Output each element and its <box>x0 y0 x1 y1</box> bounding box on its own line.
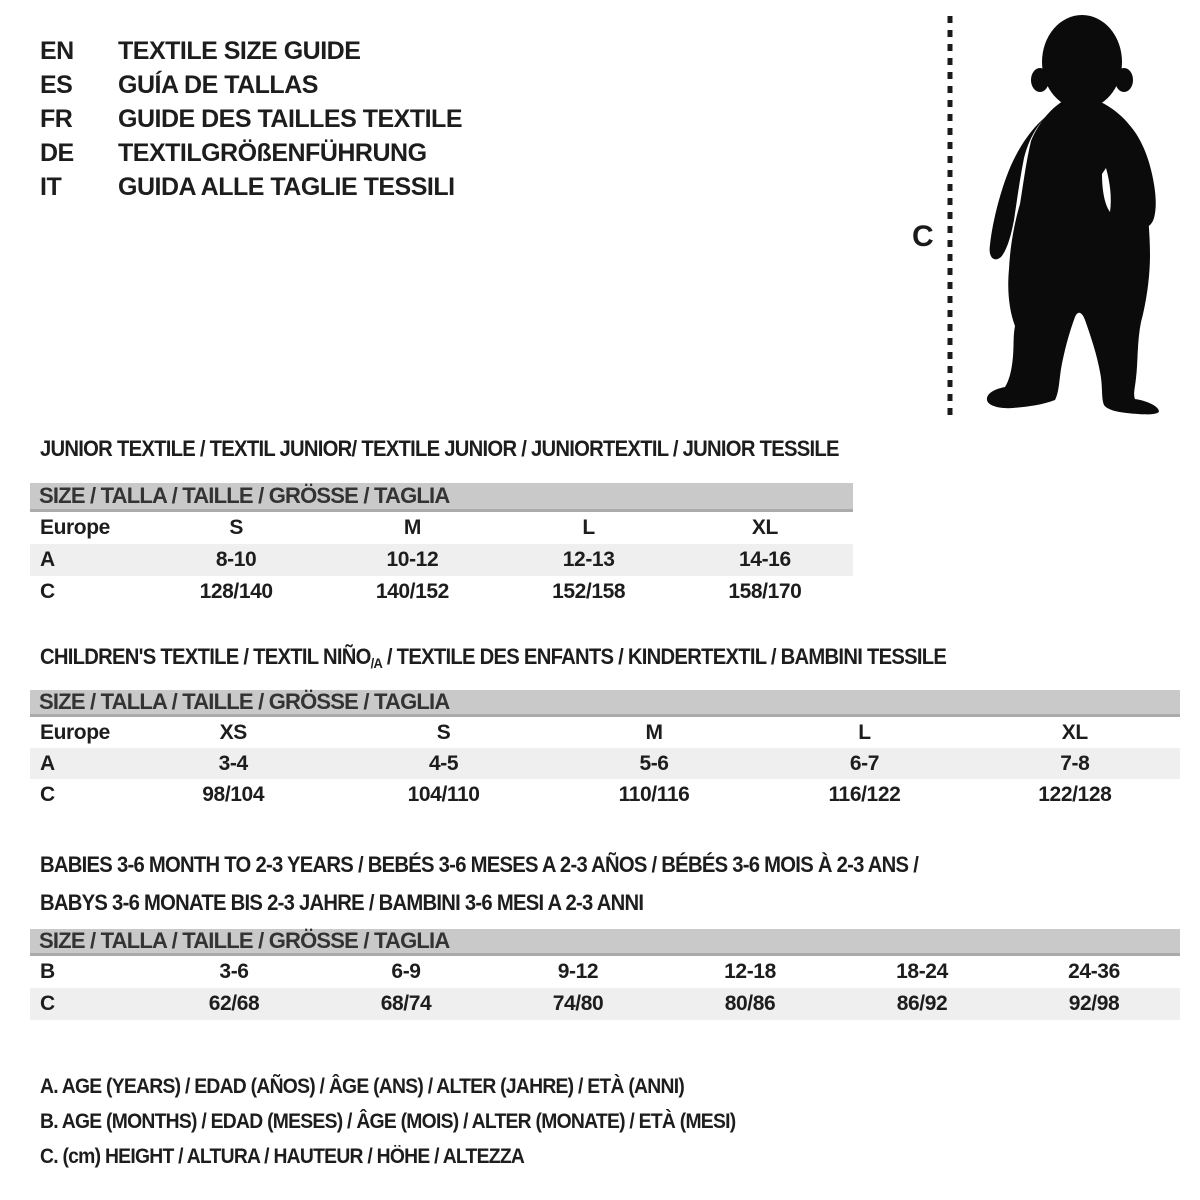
row-label: C <box>40 580 55 603</box>
row-label: B <box>40 960 55 983</box>
children-title-part2: / TEXTILE DES ENFANTS / KINDERTEXTIL / B… <box>382 644 947 669</box>
toddler-figure: C <box>890 0 1190 430</box>
language-row: EN TEXTILE SIZE GUIDE <box>40 34 462 68</box>
table-row: C 98/104 104/110 110/116 116/122 122/128 <box>30 779 1180 810</box>
junior-size-table: SIZE / TALLA / TAILLE / GRÖSSE / TAGLIA … <box>30 483 853 608</box>
language-row: DE TEXTILGRÖßENFÜHRUNG <box>40 136 462 170</box>
children-title-part1: CHILDREN'S TEXTILE / TEXTIL NIÑO <box>40 644 371 669</box>
size-cell: XL <box>751 516 778 539</box>
size-cell: 10-12 <box>386 548 439 571</box>
table-row: A 3-4 4-5 5-6 6-7 7-8 <box>30 748 1180 779</box>
size-cell: XL <box>1061 720 1088 744</box>
size-cell: M <box>403 516 421 539</box>
size-header-band: SIZE / TALLA / TAILLE / GRÖSSE / TAGLIA <box>30 689 1180 717</box>
size-cell: 6-7 <box>849 751 880 775</box>
size-cell: 122/128 <box>1038 782 1112 806</box>
table-row: B 3-6 6-9 9-12 12-18 18-24 24-36 <box>30 956 1180 988</box>
size-cell: 6-9 <box>391 960 421 983</box>
legend-line-c: C. (cm) HEIGHT / ALTURA / HAUTEUR / HÖHE… <box>40 1144 525 1168</box>
size-cell: 158/170 <box>728 580 802 603</box>
language-code: EN <box>40 36 74 65</box>
size-header-band: SIZE / TALLA / TAILLE / GRÖSSE / TAGLIA <box>30 928 1180 956</box>
row-label: Europe <box>40 720 110 744</box>
size-cell: 8-10 <box>215 548 257 571</box>
size-cell: 3-6 <box>219 960 249 983</box>
size-cell: 92/98 <box>1068 992 1120 1015</box>
size-cell: 116/122 <box>828 782 901 806</box>
table-row: C 62/68 68/74 74/80 80/86 86/92 92/98 <box>30 988 1180 1020</box>
table-row: A 8-10 10-12 12-13 14-16 <box>30 544 853 576</box>
size-cell: L <box>582 516 595 539</box>
size-header-band: SIZE / TALLA / TAILLE / GRÖSSE / TAGLIA <box>30 483 853 512</box>
children-size-table: SIZE / TALLA / TAILLE / GRÖSSE / TAGLIA … <box>30 689 1180 810</box>
language-code: ES <box>40 70 73 99</box>
row-label: C <box>40 992 55 1015</box>
size-cell: 14-16 <box>739 548 791 571</box>
size-cell: 74/80 <box>552 992 604 1015</box>
babies-size-table: SIZE / TALLA / TAILLE / GRÖSSE / TAGLIA … <box>30 928 1180 1020</box>
legend-line-a: A. AGE (YEARS) / EDAD (AÑOS) / ÂGE (ANS)… <box>40 1074 685 1098</box>
size-cell: 5-6 <box>639 751 669 775</box>
toddler-silhouette-svg: C <box>912 15 1159 418</box>
language-row: FR GUIDE DES TAILLES TEXTILE <box>40 102 463 136</box>
language-label: GUÍA DE TALLAS <box>118 70 318 99</box>
size-cell: 86/92 <box>896 992 948 1015</box>
size-cell: S <box>436 720 451 744</box>
language-label: TEXTILGRÖßENFÜHRUNG <box>118 138 427 167</box>
size-cell: 24-36 <box>1068 960 1120 983</box>
row-label: A <box>40 548 55 571</box>
size-cell: 128/140 <box>199 580 274 603</box>
row-label: Europe <box>40 516 110 539</box>
babies-title-line1: BABIES 3-6 MONTH TO 2-3 YEARS / BEBÉS 3-… <box>40 852 919 877</box>
size-cell: 104/110 <box>407 782 480 806</box>
language-title-list: EN TEXTILE SIZE GUIDE ES GUÍA DE TALLAS … <box>40 34 463 204</box>
legend: A. AGE (YEARS) / EDAD (AÑOS) / ÂGE (ANS)… <box>40 1069 796 1174</box>
language-code: IT <box>40 172 62 201</box>
size-cell: 62/68 <box>208 992 260 1015</box>
babies-title-line2: BABYS 3-6 MONATE BIS 2-3 JAHRE / BAMBINI… <box>40 890 644 915</box>
legend-line-b: B. AGE (MONTHS) / EDAD (MESES) / ÂGE (MO… <box>40 1109 736 1133</box>
size-cell: 12-13 <box>562 548 615 571</box>
size-cell: 152/158 <box>552 580 626 603</box>
babies-section-title: BABIES 3-6 MONTH TO 2-3 YEARS / BEBÉS 3-… <box>40 846 994 922</box>
table-row: Europe S M L XL <box>30 512 853 544</box>
junior-section-title: JUNIOR TEXTILE / TEXTIL JUNIOR/ TEXTILE … <box>40 436 840 461</box>
row-label: C <box>40 782 55 806</box>
size-cell: 9-12 <box>557 960 599 983</box>
size-cell: 12-18 <box>724 960 776 983</box>
row-label: A <box>40 751 55 775</box>
language-row: ES GUÍA DE TALLAS <box>40 68 462 102</box>
children-title-subscript: /A <box>370 655 383 671</box>
size-cell: 3-4 <box>218 751 249 775</box>
size-cell: 80/86 <box>724 992 776 1015</box>
size-cell: 140/152 <box>375 580 450 603</box>
language-label: GUIDE DES TAILLES TEXTILE <box>118 104 463 133</box>
size-cell: 18-24 <box>896 960 948 983</box>
table-row: Europe XS S M L XL <box>30 717 1180 748</box>
size-cell: L <box>858 720 871 744</box>
size-cell: 110/116 <box>618 782 690 806</box>
table-row: C 128/140 140/152 152/158 158/170 <box>30 576 853 608</box>
size-cell: 4-5 <box>429 751 459 775</box>
language-label: TEXTILE SIZE GUIDE <box>118 36 361 65</box>
size-cell: 68/74 <box>380 992 432 1015</box>
size-cell: M <box>645 720 663 744</box>
size-cell: 7-8 <box>1060 751 1090 775</box>
language-code: FR <box>40 104 73 133</box>
size-cell: 98/104 <box>202 782 265 806</box>
children-section-title: CHILDREN'S TEXTILE / TEXTIL NIÑO/A / TEX… <box>40 644 947 671</box>
size-cell: XS <box>219 720 248 744</box>
toddler-silhouette <box>986 15 1159 415</box>
height-measure-label: C <box>912 220 934 253</box>
language-code: DE <box>40 138 74 167</box>
language-row: IT GUIDA ALLE TAGLIE TESSILI <box>40 170 462 204</box>
language-label: GUIDA ALLE TAGLIE TESSILI <box>118 172 455 201</box>
size-cell: S <box>229 516 243 539</box>
